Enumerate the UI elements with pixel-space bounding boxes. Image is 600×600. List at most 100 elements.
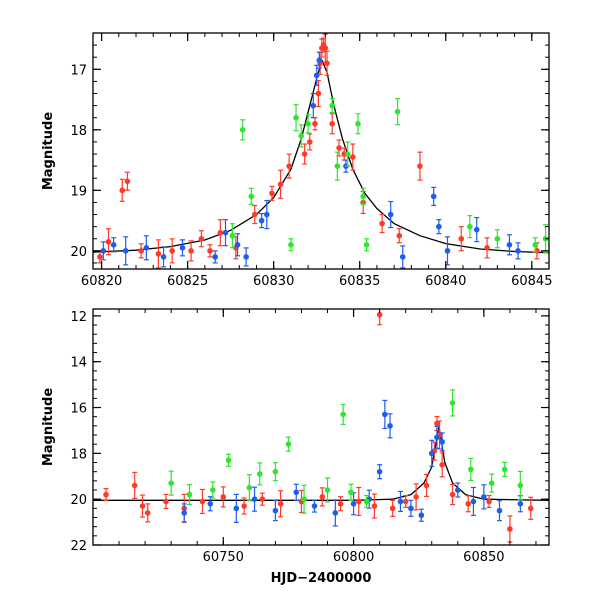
data-point — [481, 484, 487, 510]
data-point — [350, 492, 357, 516]
data-point — [163, 493, 169, 510]
data-point — [444, 236, 451, 266]
x-axis-label: HJD−2400000 — [271, 571, 372, 586]
data-point — [515, 242, 521, 260]
data-point — [305, 114, 311, 134]
data-point — [100, 241, 107, 261]
data-point — [110, 237, 117, 253]
data-point — [486, 494, 492, 509]
data-point — [248, 187, 255, 205]
data-point — [348, 483, 354, 501]
data-point — [382, 399, 388, 429]
x-tick-label: 60850 — [463, 550, 504, 565]
data-point — [371, 493, 378, 519]
data-point — [225, 453, 232, 467]
data-point — [310, 93, 317, 119]
data-point — [436, 219, 442, 235]
data-point — [387, 413, 393, 439]
data-point — [160, 246, 167, 268]
data-point — [413, 483, 419, 511]
data-point — [229, 223, 236, 249]
y-axis-label: Magnitude — [41, 112, 56, 191]
data-point — [494, 229, 501, 249]
data-point — [329, 113, 335, 135]
plot-area — [93, 33, 549, 269]
data-point — [119, 178, 126, 202]
x-tick-label: 60825 — [167, 274, 208, 289]
data-point — [376, 464, 383, 480]
axes-frame — [92, 32, 550, 270]
y-tick-label: 16 — [70, 402, 87, 417]
data-point — [234, 233, 241, 257]
data-point — [436, 420, 443, 450]
y-tick-label: 12 — [70, 310, 87, 325]
data-point — [301, 143, 308, 165]
data-point — [293, 483, 300, 501]
bottom-panel: 60750 60800 60850 12 14 16 18 20 22 Magnitude HJD−… — [41, 308, 550, 586]
data-point — [207, 244, 213, 258]
data-point — [449, 483, 456, 506]
data-point — [199, 488, 206, 515]
model-curve — [93, 426, 549, 501]
data-point — [301, 484, 307, 514]
data-point — [455, 482, 461, 498]
data-point — [376, 309, 383, 326]
data-point — [181, 503, 187, 523]
data-point — [402, 494, 409, 509]
y-tick-label: 20 — [70, 245, 87, 260]
data-point — [423, 473, 430, 498]
data-point — [210, 481, 216, 499]
data-point — [207, 496, 214, 512]
y-axis-label: Magnitude — [41, 388, 56, 467]
data-point — [307, 133, 313, 151]
data-point — [124, 171, 131, 191]
y-tick-label: 18 — [70, 447, 87, 462]
data-point — [285, 436, 292, 452]
data-point — [239, 119, 246, 141]
series-2 — [168, 389, 524, 514]
data-point — [103, 487, 109, 502]
data-point — [399, 245, 406, 269]
data-point — [355, 113, 361, 135]
x-tick-label: 60800 — [333, 550, 374, 565]
data-point — [488, 473, 495, 493]
data-point — [272, 462, 279, 482]
data-point — [344, 141, 351, 167]
data-point — [501, 461, 508, 477]
data-point — [258, 212, 265, 229]
data-point — [396, 228, 403, 244]
x-tick-label: 60840 — [425, 274, 466, 289]
data-point — [527, 496, 534, 520]
data-point — [259, 492, 266, 506]
data-point — [468, 457, 474, 481]
y-tick-label: 18 — [70, 124, 87, 139]
series-2 — [229, 98, 549, 254]
data-point — [397, 490, 404, 513]
data-point — [233, 493, 240, 523]
data-point — [334, 151, 341, 181]
data-point — [155, 239, 162, 269]
data-point — [417, 151, 423, 181]
data-point — [428, 439, 435, 467]
data-point — [350, 143, 356, 171]
y-tick-label: 19 — [70, 184, 87, 199]
top-panel: 60820 60825 60830 60835 60840 60845 17 18 19 20 Ma… — [41, 32, 552, 289]
data-point — [168, 470, 174, 496]
data-point — [217, 219, 224, 247]
data-point — [496, 500, 503, 522]
data-point — [517, 470, 524, 501]
y-tick-label: 17 — [70, 63, 87, 78]
x-tick-label: 60845 — [511, 274, 552, 289]
data-point — [220, 486, 227, 508]
data-point — [363, 494, 370, 509]
data-point — [272, 500, 279, 522]
data-point — [298, 124, 305, 148]
data-point — [312, 117, 318, 131]
data-point — [288, 238, 294, 252]
series-1 — [100, 51, 521, 269]
data-point — [439, 452, 445, 478]
data-point — [394, 98, 401, 126]
data-point — [506, 234, 513, 256]
data-point — [439, 432, 445, 452]
